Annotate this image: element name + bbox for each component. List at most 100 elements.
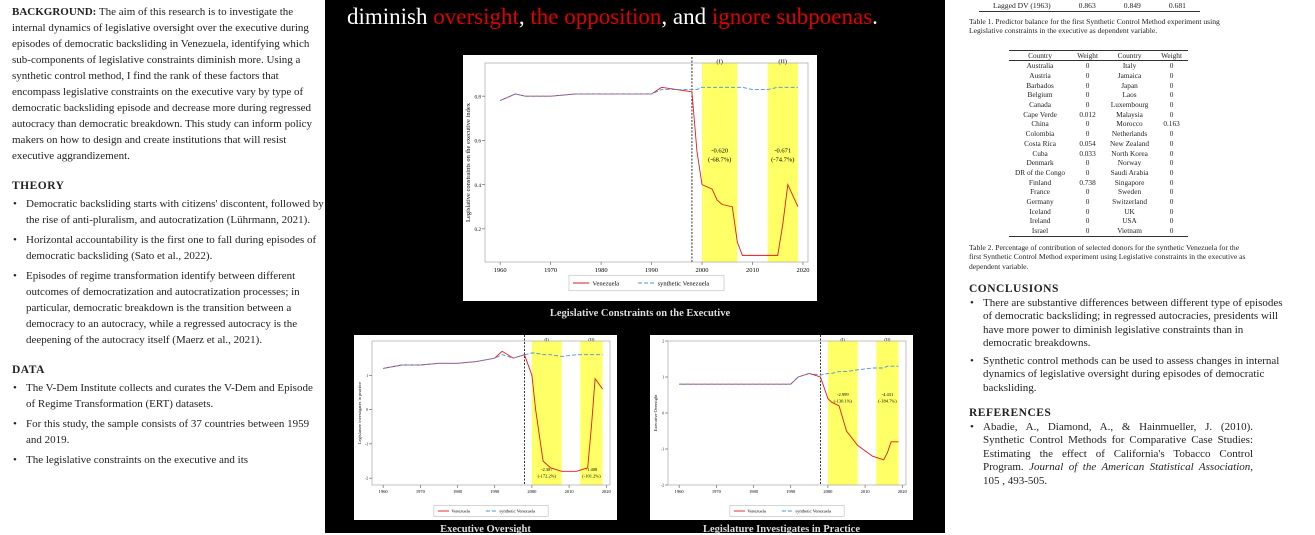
table-cell: Malaysia (1116, 109, 1143, 119)
y-tick-label: 0.8 (475, 94, 482, 100)
table-cell: Barbados (1026, 80, 1054, 90)
x-tick-label: 1990 (645, 267, 658, 274)
y-tick-label: -2 (661, 484, 664, 488)
table-cell: 0 (1169, 90, 1174, 100)
table-cell: 0 (1169, 109, 1174, 119)
y-axis-label: Legislature investigates in practice (357, 382, 362, 445)
y-tick-label: 0.6 (475, 139, 482, 145)
table-cell: Netherlands (1111, 129, 1148, 139)
y-tick-label: 0.2 (475, 227, 482, 233)
conclusions-list: There are substantive differences betwee… (969, 297, 1289, 396)
table-cell: USA (1122, 216, 1137, 226)
table-cell: 0 (1085, 187, 1090, 197)
table-cell: 0.163 (1163, 119, 1180, 129)
series-line (383, 352, 603, 369)
reference-journal: Journal of the American Statistical Asso… (1029, 461, 1251, 474)
legend-label: synthetic Venezuela (795, 509, 831, 514)
period-pct: (-172.2%) (538, 473, 557, 478)
table-cell: Laos (1122, 90, 1137, 100)
table-cell: 0.681 (1168, 1, 1186, 10)
period-change: -0.620 (711, 148, 728, 155)
table-cell: 0.054 (1079, 138, 1096, 148)
table-cell: Denmark (1026, 158, 1054, 168)
table-cell: Austria (1029, 70, 1051, 80)
series-line (499, 86, 798, 102)
chart-caption: Legislative Constraints on the Executive (549, 308, 731, 319)
table-caption: Table 1. Predictor balance for the first… (969, 16, 1220, 36)
table-cell: 0.849 (1123, 1, 1141, 10)
period-pct: (-74.7%) (771, 157, 794, 164)
bullet-item: The legislative constraints on the execu… (13, 452, 324, 468)
table-cell: Switzerland (1112, 197, 1147, 207)
table-row: China 0 Morocco 0.163 (1009, 119, 1188, 129)
headline-part: diminish (347, 4, 434, 29)
table-cell: Cuba (1032, 148, 1048, 158)
highlight-band (827, 341, 858, 485)
series-line (383, 350, 603, 472)
reference: Abadie, A., Diamond, A., & Hainmueller, … (970, 421, 1253, 489)
section-title: DATA (12, 364, 45, 376)
y-tick-label: 0.4 (475, 183, 482, 189)
table-cell: 0 (1169, 148, 1174, 158)
y-axis-label: Legislative constraints on the executive… (465, 102, 472, 222)
bullet-item: Episodes of regime transformation identi… (13, 268, 324, 348)
period-pct: (-68.7%) (708, 157, 731, 164)
table-cell: 0 (1085, 90, 1090, 100)
y-tick-label: 0 (366, 408, 368, 412)
table-cell: 0 (1085, 206, 1090, 216)
table-cell: 0 (1085, 216, 1090, 226)
table-cell: Belgium (1027, 90, 1053, 100)
table-row: Germany 0 Switzerland 0 (1009, 197, 1188, 207)
headline-part: , (518, 4, 531, 29)
table-row: Iceland 0 UK 0 (1009, 207, 1188, 217)
theory-list: Democratic backsliding starts with citiz… (12, 196, 324, 348)
x-tick-label: 2000 (823, 489, 833, 494)
highlight-band (702, 63, 738, 262)
table-row: Belgium 0 Laos 0 (1009, 90, 1188, 100)
x-tick-label: 1970 (544, 267, 557, 274)
plot-frame (484, 62, 809, 263)
legend-label: synthetic Venezuela (658, 280, 710, 287)
period-pct: (-184.7%) (878, 398, 897, 403)
highlight-band (531, 341, 562, 485)
period-label: (I) (545, 337, 550, 342)
section-title: CONCLUSIONS (969, 283, 1059, 296)
table-cell: Australia (1026, 61, 1054, 71)
x-tick-label: 1990 (786, 489, 796, 494)
x-tick-label: 2000 (527, 489, 537, 494)
table-cell: New Zealand (1109, 138, 1150, 148)
period-pct: (-101.2%) (582, 473, 601, 478)
x-tick-label: 2010 (746, 267, 759, 274)
chart: (I) -2.999(-130.1%) (II) -4.431(-184.7%) -2 -… (653, 335, 908, 517)
period-label: (II) (588, 337, 594, 342)
table-cell: 0 (1169, 177, 1174, 187)
table-cell: Jamaica (1117, 70, 1142, 80)
table-cell: Finland (1028, 177, 1052, 187)
period-label: (II) (884, 337, 890, 342)
headline-part: the opposition (530, 4, 662, 29)
table-cell: Singapore (1114, 177, 1145, 187)
period-change: -4.431 (882, 392, 894, 397)
highlight-band (767, 63, 798, 262)
x-tick-label: 1980 (453, 489, 463, 494)
x-tick-label: 1960 (379, 489, 389, 494)
table-row: Israel 0 Vietnam 0 (1009, 226, 1188, 237)
chart: (I) -2.387(-172.2%) (II) -1.408(-101.2%) -2 -… (357, 335, 612, 517)
table-cell: Japan (1121, 80, 1138, 90)
table-cell: 0 (1169, 61, 1174, 71)
section-title: THEORY (12, 180, 65, 192)
table-cell: 0 (1169, 167, 1174, 177)
table-cell: UK (1124, 206, 1135, 216)
table-cell: 0 (1169, 80, 1174, 90)
legend-label: Venezuela (747, 509, 766, 514)
table-cell: North Korea (1111, 148, 1148, 158)
plot-frame (371, 340, 611, 486)
bullet-item: Horizontal accountability is the first o… (13, 232, 324, 264)
period-change: -0.671 (774, 148, 791, 155)
table-row: Cape Verde 0.012 Malaysia 0 (1009, 110, 1188, 120)
y-tick-label: 0 (662, 412, 664, 416)
table-cell: 0 (1169, 129, 1174, 139)
table-cell: 0 (1169, 100, 1174, 110)
table-cell: Vietnam (1103, 226, 1156, 237)
period-change: -2.999 (837, 392, 849, 397)
